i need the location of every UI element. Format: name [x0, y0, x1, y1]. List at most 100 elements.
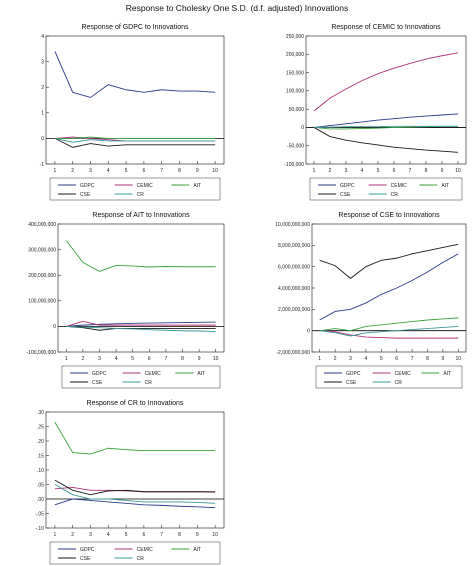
legend-label-gdpc: GDPC	[346, 371, 361, 377]
x-tick-label: 10	[455, 168, 461, 174]
legend-label-ait: AIT	[197, 371, 205, 377]
x-tick-label: 1	[313, 168, 316, 174]
plot-frame	[45, 411, 225, 529]
plot-frame	[45, 35, 225, 165]
legend-label-cr: CR	[395, 380, 403, 386]
plot-frame	[305, 35, 467, 165]
chart-ait: Response of AIT to Innovations -100,000,0…	[27, 212, 225, 389]
legend-label-cr: CR	[145, 380, 153, 386]
series-line-cemic	[313, 52, 459, 112]
y-tick-label: -2,000,000,000	[276, 350, 310, 356]
y-tick-label: -50,000	[287, 144, 304, 150]
series-line-cr	[54, 137, 216, 143]
x-tick-label: 6	[148, 356, 151, 362]
chart-title: Response of CEMIC to Innovations	[331, 24, 441, 31]
legend-label-ait: AIT	[193, 547, 201, 553]
x-tick-label: 6	[143, 168, 146, 174]
series-line-cr	[66, 325, 216, 332]
x-tick-label: 1	[54, 168, 57, 174]
y-tick-label: 50,000	[289, 107, 305, 113]
x-tick-label: 9	[441, 168, 444, 174]
y-tick-label: 8,000,000,000	[278, 243, 310, 249]
y-tick-label: 10,000,000,000	[275, 222, 310, 228]
chart-cse: Response of CSE to Innovations -2,000,000…	[275, 212, 467, 389]
y-tick-label: .00	[37, 497, 44, 503]
legend-label-cemic: CEMIC	[145, 371, 162, 377]
x-tick-label: 3	[98, 356, 101, 362]
y-tick-label: 2,000,000,000	[278, 307, 310, 313]
y-tick-label: -.10	[35, 526, 44, 532]
x-tick-label: 2	[71, 168, 74, 174]
x-tick-label: 10	[212, 168, 218, 174]
series-line-ait	[54, 136, 216, 139]
x-tick-label: 5	[377, 168, 380, 174]
legend-label-gdpc: GDPC	[80, 183, 95, 189]
series-line-cemic	[66, 320, 216, 327]
x-tick-label: 7	[165, 356, 168, 362]
chart-title: Response of CSE to Innovations	[338, 212, 440, 219]
y-tick-label: 4,000,000,000	[278, 286, 310, 292]
y-tick-label: 1	[41, 111, 44, 117]
x-tick-label: 4	[365, 356, 368, 362]
figure-title: Response to Cholesky One S.D. (d.f. adju…	[125, 3, 349, 13]
x-tick-label: 8	[178, 168, 181, 174]
x-tick-label: 1	[318, 356, 321, 362]
legend-label-cse: CSE	[346, 380, 357, 386]
series-line-cse	[54, 137, 216, 148]
series-line-ait	[65, 240, 216, 272]
series-line-gdpc	[319, 253, 459, 321]
chart-title: Response of AIT to Innovations	[92, 212, 190, 219]
series-line-gdpc	[54, 498, 216, 509]
x-tick-label: 3	[89, 532, 92, 538]
y-tick-label: -1	[40, 162, 45, 168]
x-tick-label: 10	[212, 532, 218, 538]
y-tick-label: 3	[41, 59, 44, 65]
y-tick-label: -100,000	[284, 162, 304, 168]
series-line-cr	[319, 325, 459, 337]
legend-label-cemic: CEMIC	[137, 183, 154, 189]
x-tick-label: 8	[425, 168, 428, 174]
x-tick-label: 10	[213, 356, 219, 362]
legend-box	[49, 177, 221, 201]
x-tick-label: 1	[65, 356, 68, 362]
legend-label-cemic: CEMIC	[395, 371, 412, 377]
x-tick-label: 1	[54, 532, 57, 538]
series-line-ait	[319, 317, 459, 332]
x-tick-label: 9	[442, 356, 445, 362]
y-tick-label: 100,000	[286, 89, 304, 95]
legend-label-gdpc: GDPC	[340, 183, 355, 189]
legend-box	[315, 365, 463, 389]
y-tick-label: 250,000	[286, 34, 304, 40]
x-tick-label: 6	[393, 168, 396, 174]
legend-label-cr: CR	[391, 192, 399, 198]
series-line-gdpc	[66, 321, 216, 327]
series-line-cse	[54, 479, 216, 496]
x-tick-label: 5	[380, 356, 383, 362]
x-tick-label: 3	[345, 168, 348, 174]
x-tick-label: 3	[89, 168, 92, 174]
series-line-cr	[54, 484, 216, 504]
y-tick-label: 6,000,000,000	[278, 264, 310, 270]
chart-title: Response of CR to Innovations	[87, 400, 184, 407]
x-tick-label: 2	[329, 168, 332, 174]
x-tick-label: 4	[107, 168, 110, 174]
x-tick-label: 8	[178, 532, 181, 538]
legend-label-gdpc: GDPC	[92, 371, 107, 377]
legend-label-gdpc: GDPC	[80, 547, 95, 553]
legend-label-cse: CSE	[80, 192, 91, 198]
legend-label-cr: CR	[137, 556, 145, 562]
chart-cr: Response of CR to Innovations -.10 -.05 .00…	[35, 400, 225, 565]
x-tick-label: 10	[456, 356, 462, 362]
legend-label-cemic: CEMIC	[391, 183, 408, 189]
x-tick-label: 9	[196, 532, 199, 538]
y-tick-label: 200,000,000	[28, 273, 56, 279]
y-tick-label: 100,000,000	[28, 299, 56, 305]
series-line-gdpc	[54, 51, 216, 98]
x-tick-label: 7	[160, 168, 163, 174]
x-tick-label: 7	[409, 168, 412, 174]
chart-title: Response of GDPC to Innovations	[81, 24, 189, 31]
chart-cemic: Response of CEMIC to Innovations -100,000…	[284, 24, 467, 201]
y-tick-label: .25	[37, 424, 44, 430]
x-tick-label: 4	[361, 168, 364, 174]
y-tick-label: .30	[37, 410, 44, 416]
